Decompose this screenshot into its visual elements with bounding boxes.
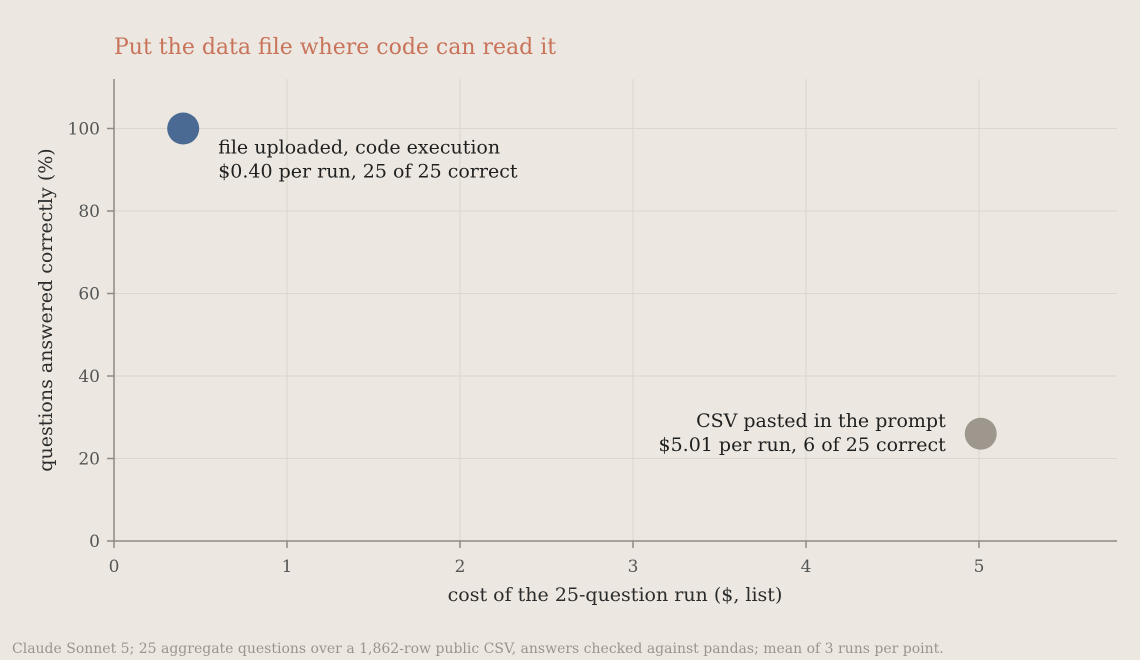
x-tick-label: 1: [282, 557, 293, 577]
y-tick-label: 0: [89, 532, 100, 552]
chart-title: Put the data file where code can read it: [114, 35, 556, 60]
gridlines: [114, 79, 1117, 541]
x-tick-label: 4: [801, 557, 812, 577]
point-annotation: $0.40 per run, 25 of 25 correct: [218, 161, 518, 183]
x-tick-label: 2: [455, 557, 466, 577]
y-tick-labels: 0 20 40 60 80 100: [68, 120, 114, 552]
x-tick-label: 3: [628, 557, 639, 577]
x-tick-label: 0: [109, 557, 120, 577]
chart-caption: Claude Sonnet 5; 25 aggregate questions …: [12, 641, 944, 657]
point-annotation: $5.01 per run, 6 of 25 correct: [659, 434, 947, 456]
data-point-2: [964, 417, 997, 450]
x-tick-labels: 0 1 2 3 4 5: [109, 541, 985, 577]
y-tick-label: 60: [78, 285, 100, 305]
x-axis-label: cost of the 25-question run ($, list): [448, 584, 783, 606]
y-tick-label: 20: [78, 450, 100, 470]
y-tick-label: 80: [78, 202, 100, 222]
point-annotation: CSV pasted in the prompt: [696, 410, 946, 432]
y-tick-label: 100: [68, 120, 100, 140]
axes: [113, 79, 1117, 542]
data-point-1: [167, 112, 200, 145]
y-tick-label: 40: [78, 367, 100, 387]
y-axis-label: questions answered correctly (%): [35, 148, 57, 471]
data-points: file uploaded, code execution$0.40 per r…: [167, 112, 997, 456]
x-tick-label: 5: [974, 557, 985, 577]
point-annotation: file uploaded, code execution: [218, 137, 500, 159]
